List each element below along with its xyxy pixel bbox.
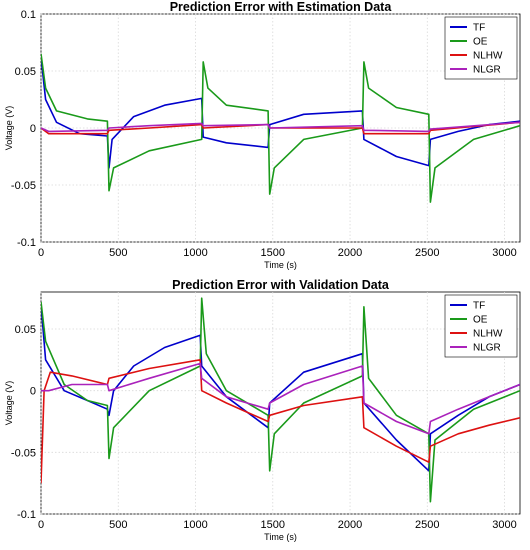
y-tick-label: 0.05 bbox=[15, 66, 36, 78]
x-tick-label: 0 bbox=[38, 247, 44, 259]
x-tick-label: 1500 bbox=[261, 519, 285, 531]
chart-title: Prediction Error with Validation Data bbox=[172, 278, 390, 292]
series-line-nlhw bbox=[41, 121, 520, 135]
chart-panel-2: 0 500 1000 1500 2000 2500 3000 -0.1 -0.05 0 0.05 Pr… bbox=[4, 278, 521, 542]
x-tick-label: 2500 bbox=[415, 519, 439, 531]
y-tick-label: -0.1 bbox=[17, 509, 36, 521]
x-tick-label: 1000 bbox=[183, 247, 207, 259]
chart-panel-1: 0 500 1000 1500 2000 2500 3000 -0.1 -0.05 0 0.05 0.… bbox=[4, 0, 521, 270]
x-tick-label: 500 bbox=[109, 247, 127, 259]
y-tick-label: -0.1 bbox=[17, 237, 36, 249]
y-tick-label: -0.05 bbox=[11, 180, 36, 192]
legend: TF OE NLHW NLGR bbox=[444, 294, 518, 358]
series-line-nlhw bbox=[41, 359, 520, 484]
y-tick-label: 0.05 bbox=[15, 324, 36, 336]
legend: TF OE NLHW NLGR bbox=[444, 16, 518, 80]
x-tick-label: 2500 bbox=[415, 247, 439, 259]
x-tick-label: 1500 bbox=[261, 247, 285, 259]
x-tick-label: 2000 bbox=[338, 519, 362, 531]
x-tick-label: 500 bbox=[109, 519, 127, 531]
y-axis-label: Voltage (V) bbox=[4, 381, 14, 426]
legend-entry: TF bbox=[473, 23, 485, 34]
series-line-nlgr bbox=[41, 121, 520, 133]
chart-title: Prediction Error with Estimation Data bbox=[170, 0, 393, 14]
y-tick-label: 0 bbox=[30, 386, 36, 398]
y-tick-label: -0.05 bbox=[11, 447, 36, 459]
y-tick-label: 0.1 bbox=[21, 9, 36, 21]
legend-entry: NLHW bbox=[473, 329, 503, 340]
x-tick-label: 3000 bbox=[492, 519, 516, 531]
legend-entry: NLGR bbox=[473, 343, 501, 354]
y-axis-label: Voltage (V) bbox=[4, 106, 14, 151]
x-tick-label: 2000 bbox=[338, 247, 362, 259]
series-line-nlgr bbox=[41, 362, 520, 435]
x-tick-label: 3000 bbox=[492, 247, 516, 259]
legend-entry: OE bbox=[473, 315, 488, 326]
x-tick-label: 0 bbox=[38, 519, 44, 531]
legend-entry: NLGR bbox=[473, 65, 501, 76]
legend-entry: TF bbox=[473, 301, 485, 312]
x-axis-label: Time (s) bbox=[264, 532, 297, 542]
series-line-oe bbox=[41, 53, 520, 203]
y-tick-label: 0 bbox=[30, 123, 36, 135]
x-axis-label: Time (s) bbox=[264, 260, 297, 270]
legend-entry: OE bbox=[473, 37, 488, 48]
legend-entry: NLHW bbox=[473, 51, 503, 62]
x-tick-label: 1000 bbox=[183, 519, 207, 531]
